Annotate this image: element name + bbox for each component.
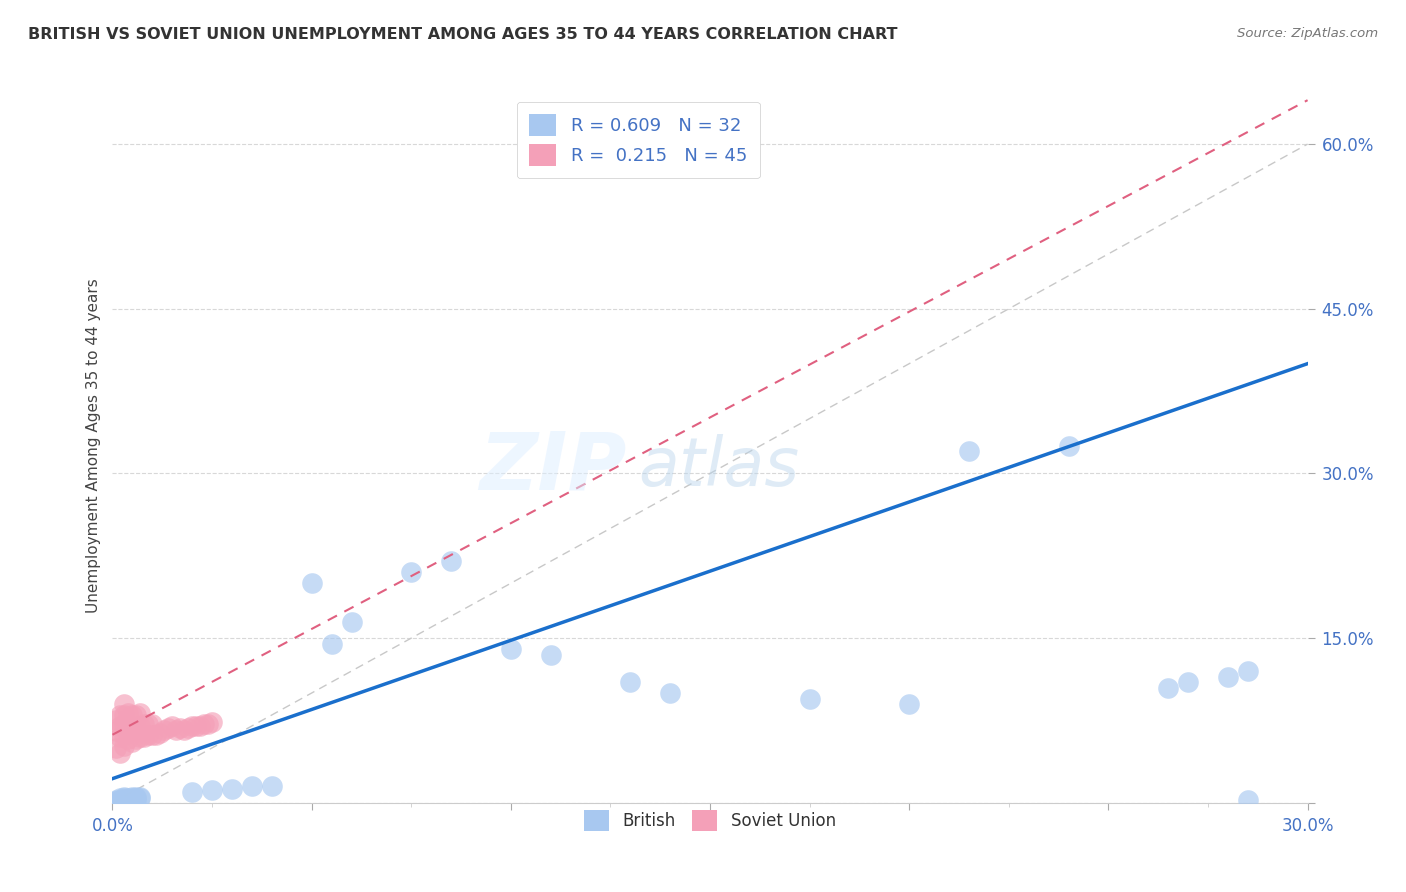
Point	[181, 719, 204, 733]
Point	[105, 724, 128, 739]
Text: atlas: atlas	[638, 434, 800, 500]
Point	[162, 719, 183, 733]
Point	[134, 716, 156, 731]
Point	[141, 716, 163, 731]
Point	[114, 728, 135, 742]
Point	[114, 708, 135, 723]
Point	[114, 794, 135, 808]
Point	[165, 723, 187, 738]
Point	[105, 740, 128, 755]
Point	[799, 691, 821, 706]
Point	[260, 780, 283, 794]
Point	[121, 721, 143, 735]
Point	[1177, 675, 1199, 690]
Point	[121, 708, 143, 723]
Point	[659, 686, 682, 700]
Point	[138, 728, 160, 742]
Point	[105, 714, 128, 728]
Point	[181, 785, 204, 799]
Point	[114, 792, 135, 806]
Point	[499, 642, 522, 657]
Text: Source: ZipAtlas.com: Source: ZipAtlas.com	[1237, 27, 1378, 40]
Point	[129, 730, 152, 744]
Point	[110, 719, 132, 733]
Point	[1157, 681, 1180, 695]
Point	[197, 716, 219, 731]
Point	[201, 714, 224, 729]
Point	[173, 723, 195, 738]
Point	[157, 721, 180, 735]
Point	[117, 732, 139, 747]
Point	[121, 791, 143, 805]
Point	[117, 792, 139, 806]
Point	[121, 792, 143, 806]
Point	[1237, 664, 1260, 678]
Point	[117, 706, 139, 720]
Point	[114, 739, 135, 753]
Point	[110, 791, 132, 805]
Point	[138, 716, 160, 731]
Point	[898, 697, 921, 711]
Point	[201, 782, 224, 797]
Point	[145, 728, 167, 742]
Point	[141, 728, 163, 742]
Point	[121, 794, 143, 808]
Point	[340, 615, 363, 629]
Point	[240, 780, 263, 794]
Point	[134, 730, 156, 744]
Point	[117, 794, 139, 808]
Point	[110, 794, 132, 808]
Point	[540, 648, 562, 662]
Point	[117, 719, 139, 733]
Point	[1216, 669, 1239, 683]
Point	[401, 566, 423, 580]
Point	[149, 725, 172, 739]
Point	[177, 721, 200, 735]
Point	[1057, 439, 1080, 453]
Y-axis label: Unemployment Among Ages 35 to 44 years: Unemployment Among Ages 35 to 44 years	[86, 278, 101, 614]
Point	[129, 719, 152, 733]
Point	[110, 730, 132, 744]
Point	[957, 444, 980, 458]
Point	[110, 792, 132, 806]
Point	[121, 790, 143, 805]
Point	[188, 719, 211, 733]
Point	[114, 716, 135, 731]
Point	[121, 735, 143, 749]
Point	[117, 791, 139, 805]
Point	[321, 637, 343, 651]
Point	[114, 790, 135, 805]
Point	[125, 791, 148, 805]
Point	[114, 791, 135, 805]
Point	[221, 781, 243, 796]
Point	[105, 792, 128, 806]
Point	[110, 708, 132, 723]
Point	[440, 554, 463, 568]
Text: ZIP: ZIP	[479, 428, 627, 507]
Point	[125, 708, 148, 723]
Point	[129, 706, 152, 720]
Point	[129, 791, 152, 805]
Point	[105, 794, 128, 808]
Point	[301, 576, 323, 591]
Point	[125, 792, 148, 806]
Point	[114, 697, 135, 711]
Point	[619, 675, 641, 690]
Point	[129, 790, 152, 805]
Point	[125, 732, 148, 747]
Point	[193, 716, 215, 731]
Point	[169, 721, 191, 735]
Point	[110, 747, 132, 761]
Point	[153, 723, 176, 738]
Point	[125, 721, 148, 735]
Point	[125, 790, 148, 805]
Point	[1237, 792, 1260, 806]
Point	[186, 719, 208, 733]
Text: BRITISH VS SOVIET UNION UNEMPLOYMENT AMONG AGES 35 TO 44 YEARS CORRELATION CHART: BRITISH VS SOVIET UNION UNEMPLOYMENT AMO…	[28, 27, 897, 42]
Legend: British, Soviet Union: British, Soviet Union	[578, 804, 842, 838]
